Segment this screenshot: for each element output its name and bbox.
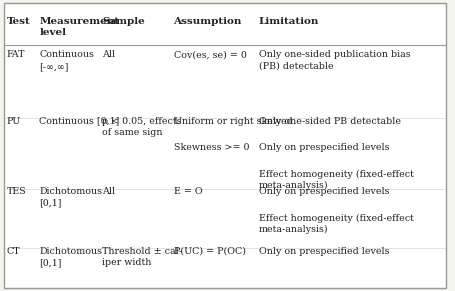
Text: Test: Test	[7, 17, 30, 26]
Text: Sample: Sample	[102, 17, 145, 26]
Text: All: All	[102, 187, 115, 196]
Text: Only one-sided publication bias
(PB) detectable: Only one-sided publication bias (PB) det…	[258, 50, 410, 70]
Text: Cov(es, se) = 0: Cov(es, se) = 0	[173, 50, 247, 59]
Text: P(UC) = P(OC): P(UC) = P(OC)	[173, 247, 246, 256]
Text: Threshold ± cal-
iper width: Threshold ± cal- iper width	[102, 247, 182, 267]
Text: Only on prespecified levels: Only on prespecified levels	[258, 247, 389, 256]
Text: CT: CT	[7, 247, 20, 256]
Text: p < 0.05, effects
of same sign: p < 0.05, effects of same sign	[102, 117, 182, 137]
Text: Continuous [0,1]: Continuous [0,1]	[40, 117, 120, 126]
FancyBboxPatch shape	[4, 3, 446, 288]
Text: Effect homogeneity (fixed-effect
meta-analysis): Effect homogeneity (fixed-effect meta-an…	[258, 170, 414, 190]
Text: FAT: FAT	[7, 50, 25, 59]
Text: Only on prespecified levels: Only on prespecified levels	[258, 187, 389, 196]
Text: TES: TES	[7, 187, 26, 196]
Text: Continuous
[-∞,∞]: Continuous [-∞,∞]	[40, 50, 94, 71]
Text: Uniform or right skewed

Skewness >= 0: Uniform or right skewed Skewness >= 0	[173, 117, 292, 152]
Text: Limitation: Limitation	[258, 17, 319, 26]
Text: Assumption: Assumption	[173, 17, 242, 26]
Text: PU: PU	[7, 117, 21, 126]
Text: All: All	[102, 50, 115, 59]
Text: Dichotomous
[0,1]: Dichotomous [0,1]	[40, 247, 102, 267]
Text: Dichotomous
[0,1]: Dichotomous [0,1]	[40, 187, 102, 208]
Text: Only on prespecified levels: Only on prespecified levels	[258, 143, 389, 152]
Text: E = O: E = O	[173, 187, 202, 196]
Text: Only one-sided PB detectable: Only one-sided PB detectable	[258, 117, 400, 126]
Text: Measurement
level: Measurement level	[40, 17, 119, 37]
Text: Effect homogeneity (fixed-effect
meta-analysis): Effect homogeneity (fixed-effect meta-an…	[258, 214, 414, 234]
